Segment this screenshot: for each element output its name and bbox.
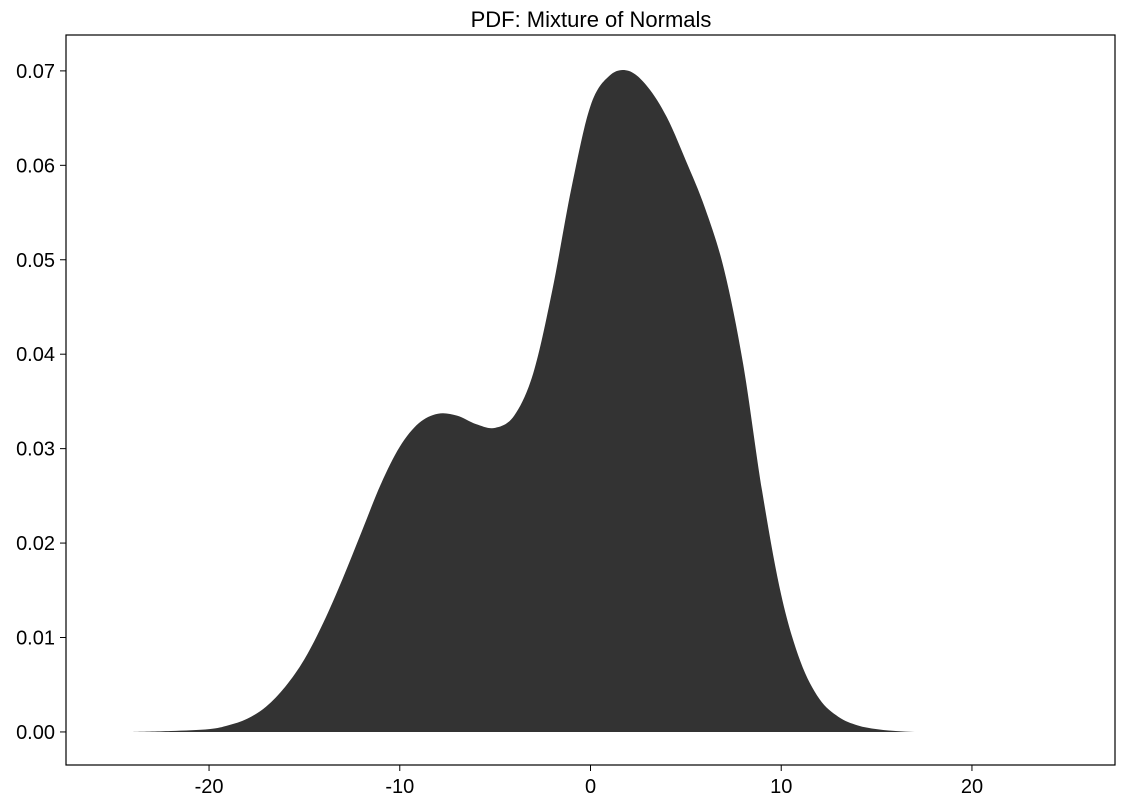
chart-title: PDF: Mixture of Normals (471, 7, 712, 32)
x-tick-label: 10 (770, 776, 792, 798)
y-tick-label: 0.05 (16, 250, 55, 272)
axis-ticks: -20 -10 0 10 20 0.00 0.01 0.02 0.03 0.04 0.05 0.06 0… (16, 61, 983, 798)
y-tick-label: 0.03 (16, 439, 55, 461)
y-tick-label: 0.06 (16, 155, 55, 177)
plot-area (132, 69, 953, 732)
x-tick-label: -20 (195, 776, 224, 798)
axes-frame (65, 34, 1116, 766)
x-tick-label: 0 (585, 776, 596, 798)
y-tick-label: 0.04 (16, 344, 55, 366)
x-tick-label: -10 (385, 776, 414, 798)
y-tick-label: 0.07 (16, 61, 55, 83)
y-tick-label: 0.00 (16, 722, 55, 744)
x-tick-label: 20 (961, 776, 983, 798)
y-tick-label: 0.02 (16, 533, 55, 555)
density-area (132, 69, 953, 732)
y-tick-label: 0.01 (16, 628, 55, 650)
